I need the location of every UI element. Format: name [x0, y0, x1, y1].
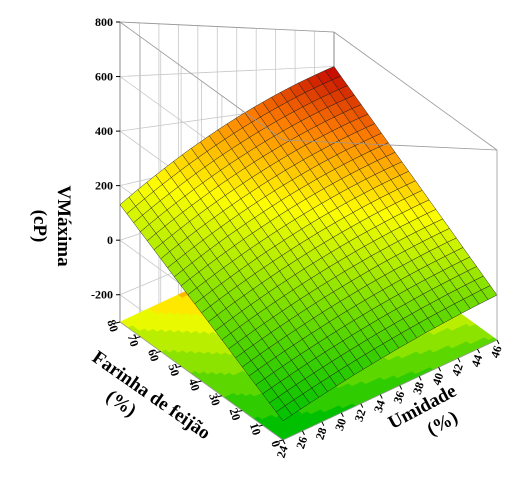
x-tick-mark: [438, 367, 442, 372]
x-tick-label: 26: [293, 435, 310, 451]
y-tick-label: 50: [165, 362, 182, 378]
x-tick-label: 38: [410, 380, 427, 396]
box-edge: [119, 21, 335, 33]
x-tick-label: 36: [390, 389, 407, 405]
x-tick-mark: [457, 357, 461, 363]
z-axis-ticks: -200 0 200 400 600 800: [91, 15, 120, 302]
y-tick-label: 40: [186, 377, 203, 393]
y-tick-label: 60: [145, 347, 162, 363]
z-tick-label: 800: [95, 15, 113, 29]
x-tick-mark: [321, 421, 325, 427]
x-tick-label: 46: [488, 344, 505, 360]
box-edge: [119, 21, 284, 141]
box-edge: [333, 31, 498, 151]
z-tick-label: 0: [107, 233, 113, 247]
y-tick-mark: [136, 336, 141, 339]
x-tick-mark: [477, 348, 480, 354]
y-tick-mark: [177, 365, 182, 368]
x-tick-mark: [399, 385, 403, 390]
y-tick-mark: [238, 410, 243, 412]
box-edge: [282, 139, 498, 151]
x-tick-label: 34: [371, 398, 388, 414]
z-tick-label: -200: [91, 288, 113, 302]
y-tick-label: 10: [247, 421, 264, 437]
x-tick-mark: [340, 412, 344, 417]
x-tick-label: 24: [274, 444, 291, 460]
y-tick-mark: [115, 321, 121, 324]
x-tick-label: 30: [332, 417, 349, 433]
z-tick-label: 600: [95, 70, 113, 84]
z-tick-label: 400: [95, 124, 113, 138]
x-tick-label: 44: [468, 353, 485, 369]
y-tick-label: 20: [227, 406, 244, 422]
y-tick-label: 0: [268, 439, 283, 449]
x-tick-mark: [302, 430, 305, 436]
y-tick-label: 80: [104, 318, 121, 334]
y-tick-mark: [278, 439, 284, 442]
z-axis-title-line1: VMáxima: [53, 185, 74, 267]
y-tick-mark: [197, 380, 202, 383]
x-tick-mark: [379, 394, 383, 399]
y-tick-mark: [258, 424, 263, 427]
x-tick-mark: [418, 376, 422, 381]
z-axis-title-line2: (cP): [29, 210, 50, 243]
x-tick-mark: [360, 403, 364, 408]
box-edge: [282, 339, 498, 441]
y-tick-label: 30: [206, 392, 223, 408]
x-tick-label: 32: [352, 408, 369, 424]
x-tick-label: 28: [313, 426, 330, 442]
x-tick-label: 40: [429, 371, 446, 387]
y-tick-mark: [217, 395, 222, 398]
z-tick-label: 200: [95, 179, 113, 193]
x-tick-mark: [282, 439, 286, 445]
y-tick-label: 70: [125, 333, 142, 349]
z-axis-title: VMáxima (cP): [29, 185, 74, 267]
surface-cell: [480, 285, 498, 300]
x-tick-mark: [496, 339, 500, 345]
y-tick-mark: [156, 351, 161, 353]
x-tick-label: 42: [449, 362, 466, 378]
response-surface: [119, 66, 498, 422]
